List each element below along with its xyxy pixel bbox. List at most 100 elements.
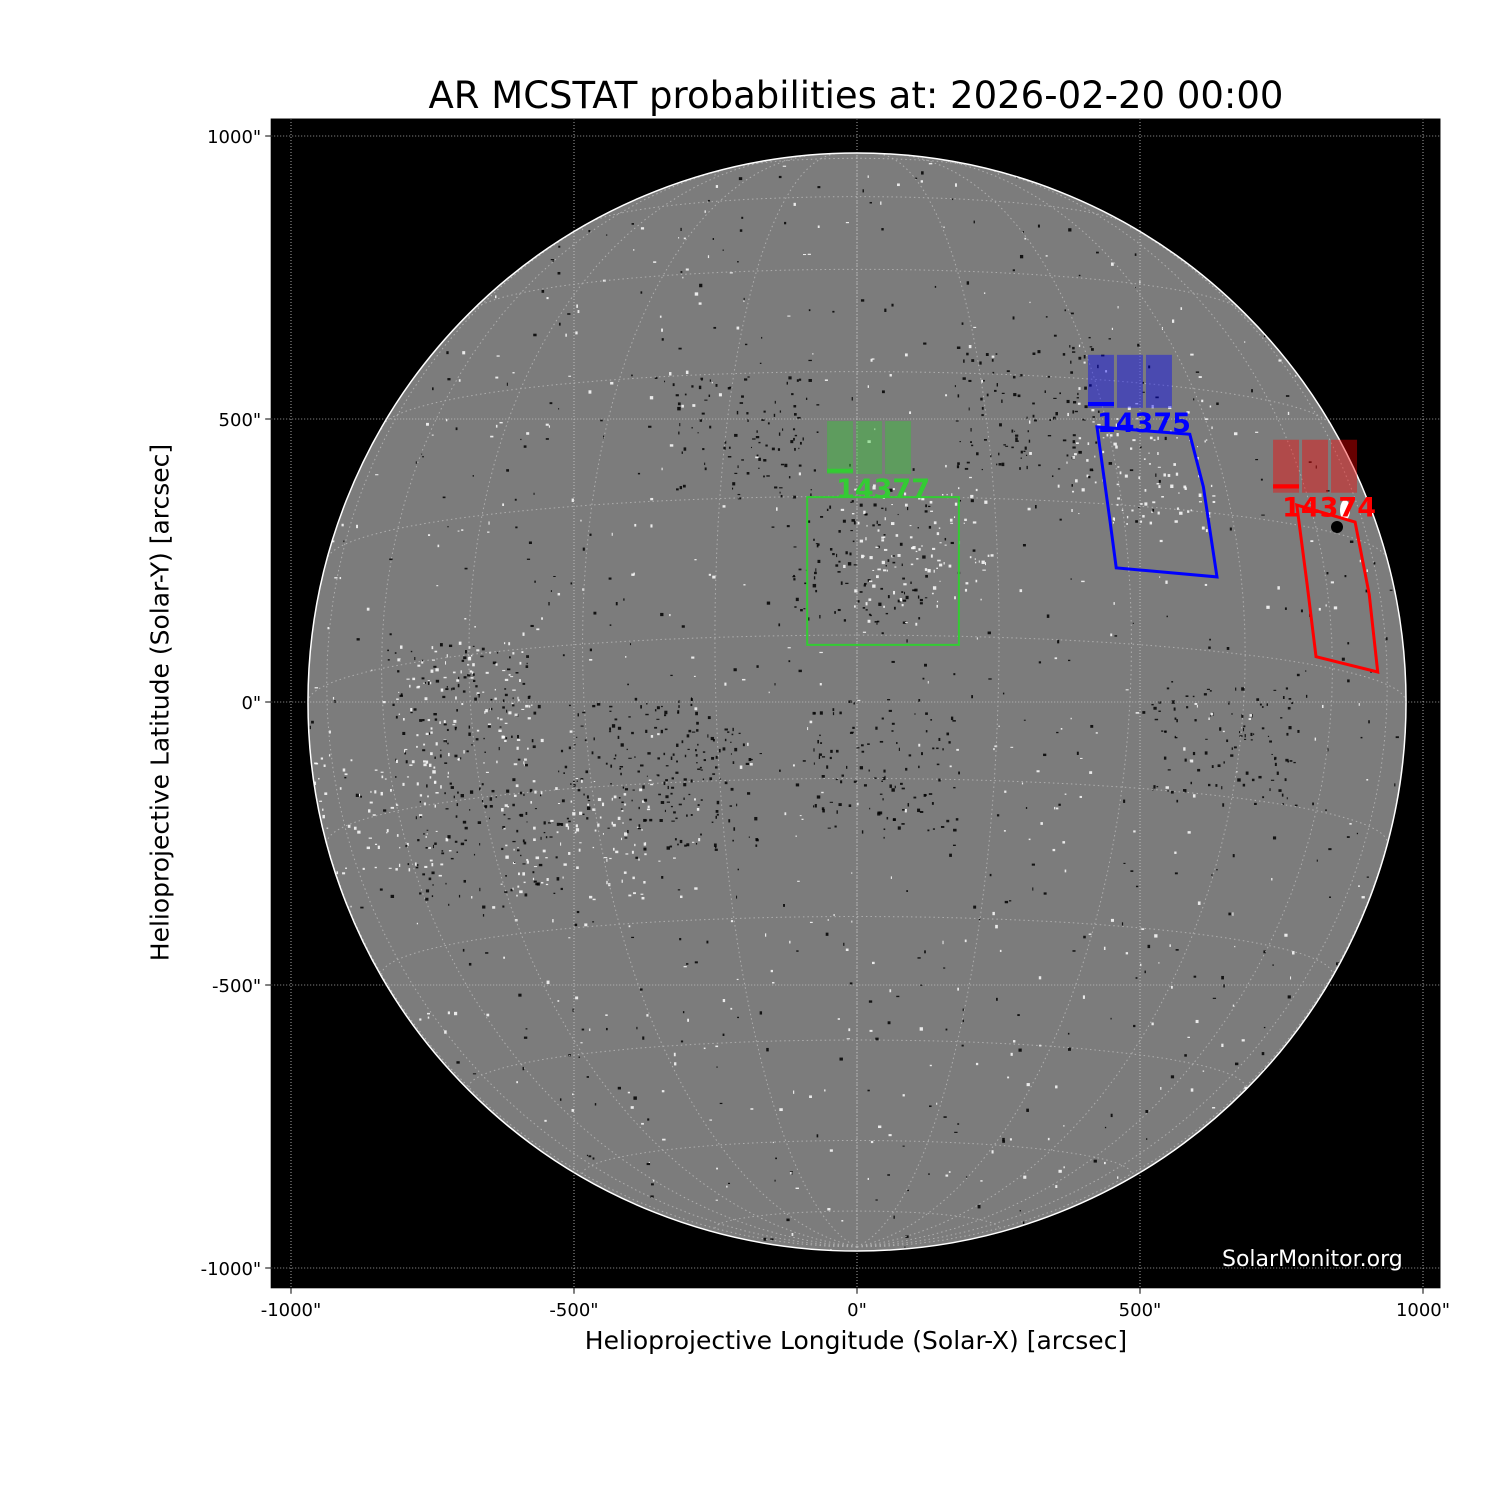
magnetic-feature — [954, 502, 958, 506]
magnetic-feature — [472, 1073, 477, 1075]
magnetic-feature — [815, 568, 817, 572]
magnetic-feature — [863, 584, 866, 587]
magnetic-feature — [357, 830, 361, 834]
magnetic-feature — [941, 493, 944, 496]
magnetic-feature — [902, 621, 907, 624]
magnetic-feature — [462, 948, 465, 952]
magnetic-feature — [1070, 717, 1072, 720]
magnetic-feature — [925, 712, 928, 715]
magnetic-feature — [314, 687, 319, 689]
magnetic-feature — [1026, 1108, 1029, 1112]
magnetic-feature — [447, 378, 451, 381]
magnetic-feature — [829, 801, 834, 803]
magnetic-feature — [737, 261, 739, 263]
magnetic-feature — [771, 447, 775, 451]
magnetic-feature — [1072, 434, 1076, 437]
magnetic-feature — [407, 863, 410, 866]
longitude-line — [714, 153, 858, 1248]
magnetic-feature — [1262, 796, 1265, 799]
magnetic-feature — [918, 617, 921, 620]
magnetic-feature — [430, 669, 434, 673]
magnetic-feature — [605, 1027, 608, 1031]
magnetic-feature — [673, 857, 676, 859]
magnetic-feature — [863, 582, 867, 585]
magnetic-feature — [1026, 416, 1028, 419]
magnetic-feature — [728, 446, 731, 449]
magnetic-feature — [945, 1174, 949, 1177]
magnetic-feature — [1089, 384, 1092, 387]
magnetic-feature — [679, 486, 683, 490]
magnetic-feature — [1053, 397, 1057, 399]
magnetic-feature — [1242, 727, 1245, 732]
magnetic-feature — [1110, 633, 1113, 637]
magnetic-feature — [423, 802, 427, 805]
magnetic-feature — [1170, 1075, 1175, 1079]
magnetic-feature — [661, 876, 664, 879]
magnetic-feature — [986, 393, 989, 397]
magnetic-feature — [1208, 783, 1211, 787]
magnetic-feature — [1190, 509, 1192, 512]
magnetic-feature — [905, 622, 908, 624]
magnetic-feature — [427, 534, 431, 537]
magnetic-feature — [1347, 679, 1350, 683]
magnetic-feature — [395, 758, 397, 762]
magnetic-feature — [867, 619, 871, 623]
magnetic-feature — [1077, 392, 1079, 396]
magnetic-feature — [469, 670, 473, 673]
magnetic-feature — [824, 379, 828, 381]
magnetic-feature — [954, 385, 956, 388]
magnetic-feature — [1001, 462, 1005, 467]
magnetic-feature — [1072, 950, 1076, 952]
magnetic-feature — [994, 389, 997, 392]
magnetic-feature — [1149, 436, 1153, 440]
magnetic-feature — [670, 805, 673, 808]
magnetic-feature — [646, 1162, 651, 1166]
magnetic-feature — [516, 829, 519, 833]
magnetic-feature — [719, 778, 722, 780]
magnetic-feature — [872, 486, 876, 490]
magnetic-feature — [936, 763, 940, 766]
magnetic-feature — [1211, 426, 1213, 430]
magnetic-feature — [798, 464, 802, 467]
magnetic-feature — [456, 851, 459, 853]
region-outline — [806, 496, 960, 646]
magnetic-feature — [723, 446, 726, 450]
magnetic-feature — [722, 505, 726, 508]
magnetic-feature — [379, 888, 383, 891]
magnetic-feature — [588, 390, 592, 394]
magnetic-feature — [890, 876, 892, 879]
magnetic-feature — [487, 723, 492, 725]
magnetic-feature — [622, 822, 624, 824]
magnetic-feature — [1174, 872, 1178, 875]
magnetic-feature — [880, 587, 884, 590]
magnetic-feature — [463, 656, 467, 660]
magnetic-feature — [408, 868, 411, 872]
magnetic-feature — [410, 650, 413, 653]
magnetic-feature — [422, 749, 426, 752]
magnetic-feature — [698, 302, 702, 305]
magnetic-feature — [469, 656, 471, 659]
magnetic-feature — [1158, 485, 1161, 489]
magnetic-feature — [497, 717, 499, 720]
magnetic-feature — [936, 1102, 938, 1105]
magnetic-feature — [699, 283, 703, 288]
magnetic-feature — [779, 487, 783, 489]
magnetic-feature — [525, 665, 529, 669]
magnetic-feature — [1282, 696, 1285, 699]
magnetic-feature — [1197, 901, 1201, 905]
magnetic-feature — [1166, 419, 1169, 421]
magnetic-feature — [1071, 509, 1073, 512]
magnetic-feature — [1011, 429, 1014, 433]
magnetic-feature — [586, 1154, 589, 1157]
magnetic-feature — [524, 758, 527, 761]
magnetic-feature — [999, 423, 1002, 427]
magnetic-feature — [507, 668, 511, 671]
magnetic-feature — [320, 757, 324, 760]
magnetic-feature — [887, 1021, 891, 1025]
magnetic-feature — [792, 495, 797, 499]
magnetic-feature — [702, 778, 705, 781]
magnetic-feature — [518, 872, 520, 876]
magnetic-feature — [1055, 807, 1059, 810]
magnetic-feature — [885, 564, 887, 567]
magnetic-feature — [904, 808, 907, 813]
